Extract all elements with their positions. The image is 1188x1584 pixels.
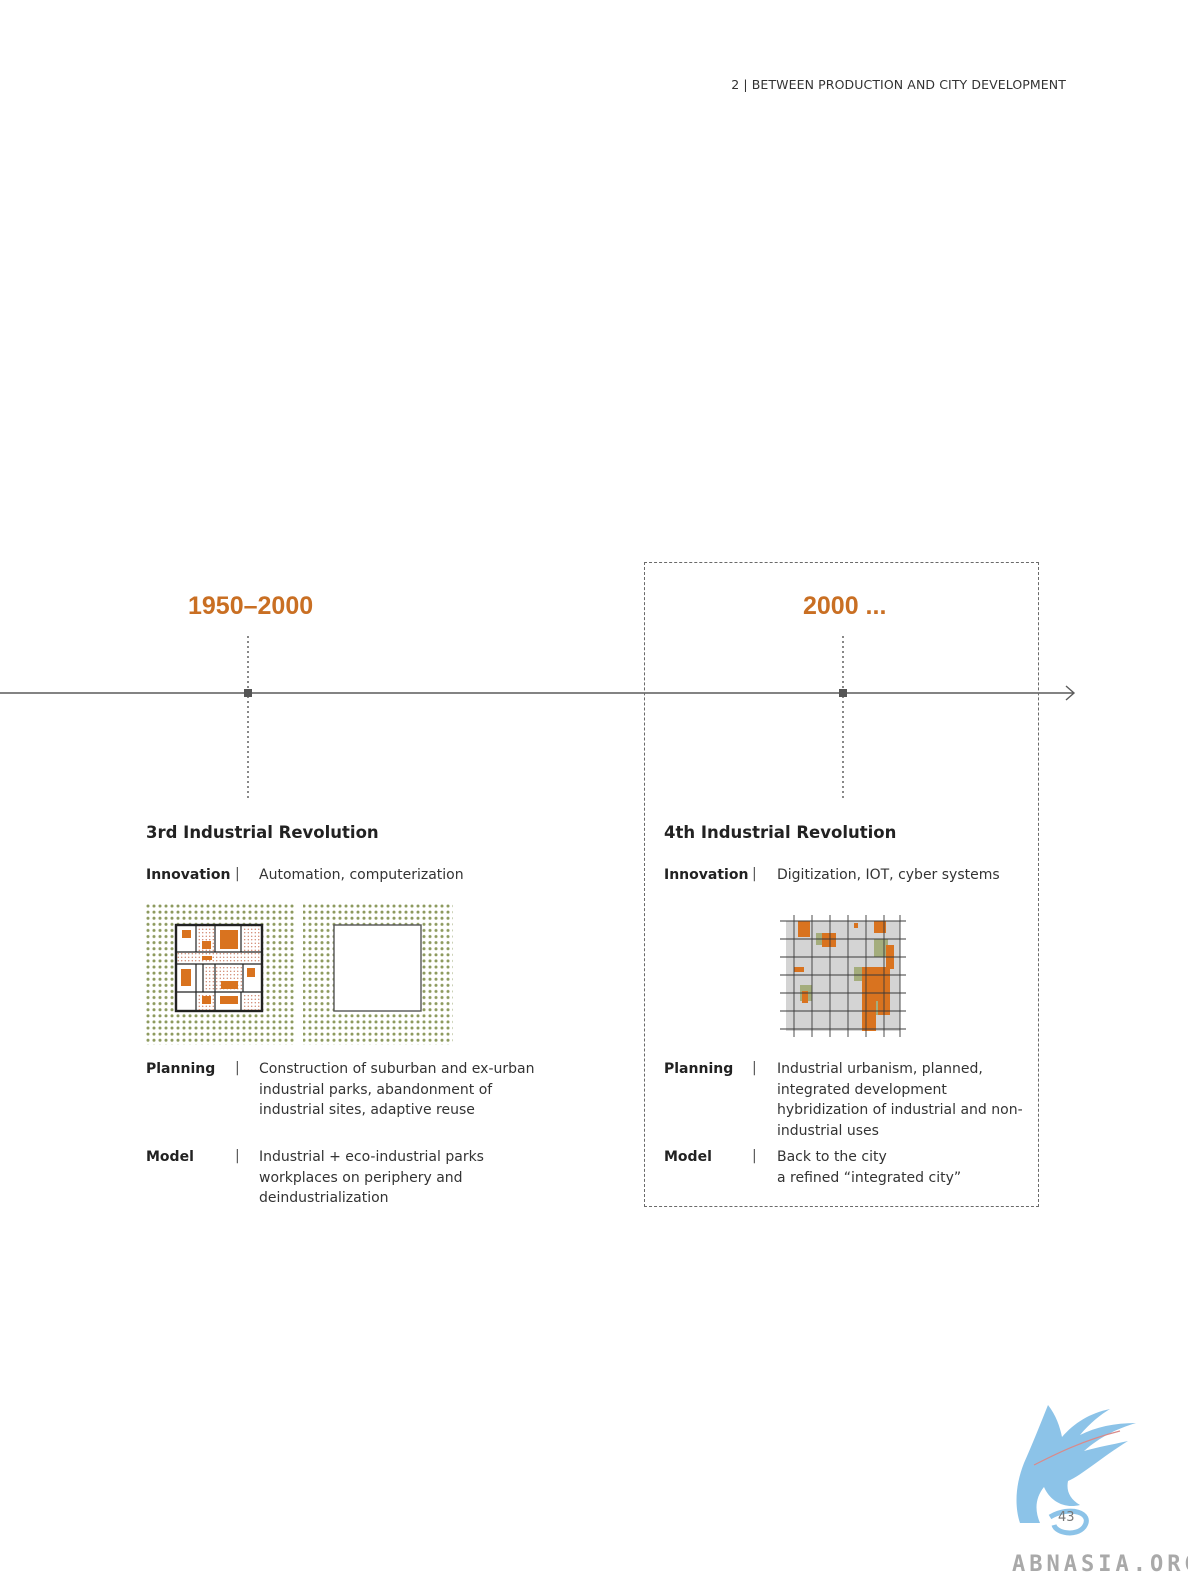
era-1-marker — [244, 689, 252, 697]
era-1-planning-label: Planning — [146, 1061, 216, 1077]
era-1-model-divider: | — [235, 1148, 240, 1164]
running-header: 2 | BETWEEN PRODUCTION AND CITY DEVELOPM… — [731, 77, 1066, 92]
era-2-year: 2000 ... — [803, 592, 887, 620]
griffin-logo-icon — [1016, 1405, 1136, 1536]
era-2-planning-label: Planning — [664, 1061, 734, 1077]
era-2-innovation-text: Digitization, IOT, cyber systems — [777, 867, 1000, 883]
era-1-innovation-label: Innovation — [146, 867, 231, 883]
era-2-innovation-label: Innovation — [664, 867, 749, 883]
era-2-highlight-box — [644, 562, 1039, 1207]
era-2-title: 4th Industrial Revolution — [664, 823, 897, 842]
era-1-industrial-park-illustration — [145, 903, 453, 1045]
era-2-marker — [839, 689, 847, 697]
timeline-arrowhead — [1065, 685, 1076, 701]
era-2-model-text: Back to the city a refined “integrated c… — [777, 1149, 962, 1186]
watermark-text: ABNASIA.ORG — [1012, 1552, 1188, 1577]
era-1-title: 3rd Industrial Revolution — [146, 823, 379, 842]
era-1-year: 1950–2000 — [188, 592, 314, 620]
era-2-planning-text: Industrial urbanism, planned, integrated… — [777, 1061, 1023, 1139]
abandoned-site-block — [333, 924, 422, 1012]
era-2-model-label: Model — [664, 1149, 712, 1165]
era-2-integrated-grid-illustration — [780, 915, 906, 1037]
era-1-model-label: Model — [146, 1149, 194, 1165]
era-1-model-text: Industrial + eco-industrial parks workpl… — [259, 1149, 484, 1206]
era-2-model-divider: | — [752, 1148, 757, 1164]
era-1-planning-divider: | — [235, 1060, 240, 1076]
page-number: 43 — [1058, 1510, 1075, 1525]
era-1-planning-text: Construction of suburban and ex-urban in… — [259, 1061, 535, 1118]
era-1-innovation-divider: | — [235, 866, 240, 882]
era-2-planning-divider: | — [752, 1060, 757, 1076]
era-1-innovation-text: Automation, computerization — [259, 867, 464, 883]
era-2-innovation-divider: | — [752, 866, 757, 882]
